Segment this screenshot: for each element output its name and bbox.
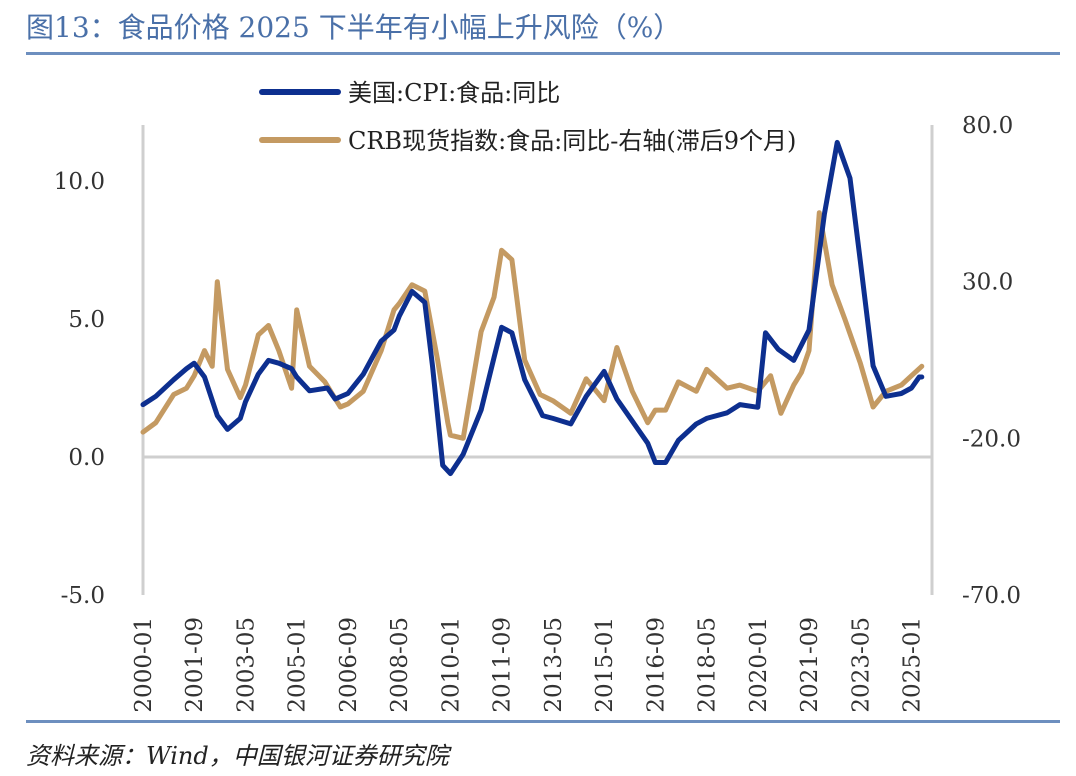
- x-tick-label: 2000-01: [131, 617, 157, 713]
- x-tick-label: 2025-01: [900, 617, 926, 713]
- chart-legend: 美国:CPI:食品:同比 CRB现货指数:食品:同比-右轴(滞后9个月): [259, 79, 796, 155]
- x-tick-label: 2011-09: [490, 617, 516, 713]
- right-y-tick-label: -20.0: [962, 426, 1021, 452]
- footer-rule: [26, 720, 1060, 723]
- page-title: 图13：食品价格 2025 下半年有小幅上升风险（%）: [26, 11, 682, 44]
- x-tick-label: 2020-01: [746, 617, 772, 713]
- series-line: [140, 139, 925, 477]
- x-tick-label: 2016-09: [643, 617, 669, 713]
- legend-label: 美国:CPI:食品:同比: [348, 79, 560, 107]
- x-tick-label: 2006-09: [336, 617, 362, 713]
- x-tick-label: 2003-05: [233, 617, 259, 713]
- source-note: 资料来源：Wind，中国银河证券研究院: [26, 742, 449, 770]
- x-tick-label: 2008-05: [387, 617, 413, 713]
- chart-series-lines: [140, 139, 925, 477]
- left-y-tick-label: 0.0: [68, 445, 105, 471]
- x-tick-label: 2018-05: [695, 617, 721, 713]
- x-tick-label: 2021-09: [797, 617, 823, 713]
- right-y-tick-label: 30.0: [962, 270, 1013, 296]
- x-tick-label: 2013-05: [541, 617, 567, 713]
- left-y-tick-label: 10.0: [54, 169, 105, 195]
- chart-ticks: 10.0 5.0 0.0 -5.0 80.0 30.0 -20.0 -70.0 2000-01 2…: [54, 113, 1021, 713]
- chart-axes: [141, 125, 934, 595]
- series-line: [140, 210, 925, 441]
- x-tick-label: 2015-01: [592, 617, 618, 713]
- left-y-tick-label: 5.0: [68, 307, 105, 333]
- left-y-tick-label: -5.0: [61, 583, 105, 609]
- x-tick-label: 2005-01: [285, 617, 311, 713]
- x-tick-label: 2023-05: [848, 617, 874, 713]
- x-tick-label: 2001-09: [182, 617, 208, 713]
- right-y-tick-label: 80.0: [962, 113, 1013, 139]
- legend-label: CRB现货指数:食品:同比-右轴(滞后9个月): [348, 127, 796, 155]
- title-rule: [26, 52, 1060, 55]
- right-y-tick-label: -70.0: [962, 583, 1021, 609]
- x-tick-label: 2010-01: [438, 617, 464, 713]
